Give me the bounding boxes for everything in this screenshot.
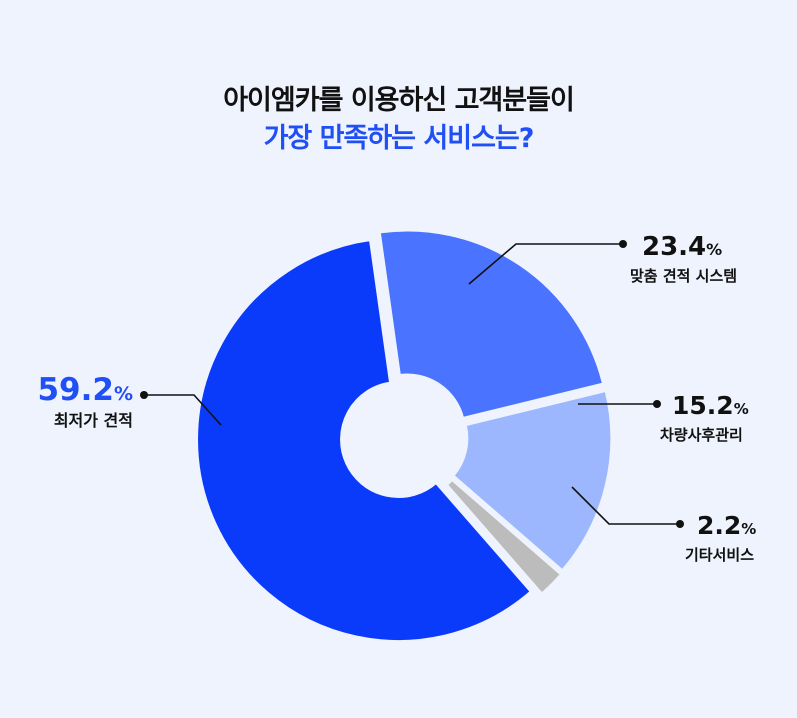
pie-slice-4: [195, 237, 534, 643]
leader-dot-4: [140, 391, 148, 399]
chart-title-line1: 아이엠카를 이용하신 고객분들이: [223, 85, 575, 116]
pie-slice-2: [450, 388, 614, 573]
leader-line-4: [144, 394, 222, 426]
leader-dot-1: [619, 240, 627, 248]
data-label-value-1: 23.4%: [642, 232, 722, 262]
data-label-value-3: 2.2%: [697, 511, 756, 540]
leader-dot-3: [676, 520, 684, 528]
leader-line-3: [571, 486, 680, 525]
data-label-unit: %: [741, 520, 756, 538]
data-label-category-4: 최저가 견적: [54, 411, 133, 430]
data-label-unit: %: [114, 383, 133, 405]
data-label-value-4: 59.2%: [37, 372, 133, 408]
donut-hole: [349, 382, 459, 492]
leader-line-1: [468, 243, 623, 285]
pie-slice-1: [377, 228, 606, 421]
leader-dot-2: [653, 400, 661, 408]
chart-title-line2: 가장 만족하는 서비스는?: [263, 123, 535, 154]
pie-slice-3: [444, 477, 564, 597]
data-label-value-2: 15.2%: [672, 391, 749, 420]
data-label-category-2: 차량사후관리: [660, 426, 743, 444]
data-label-unit: %: [706, 240, 722, 259]
data-label-unit: %: [734, 400, 749, 418]
data-label-category-1: 맞춤 견적 시스템: [630, 267, 737, 285]
data-label-category-3: 기타서비스: [685, 546, 754, 564]
